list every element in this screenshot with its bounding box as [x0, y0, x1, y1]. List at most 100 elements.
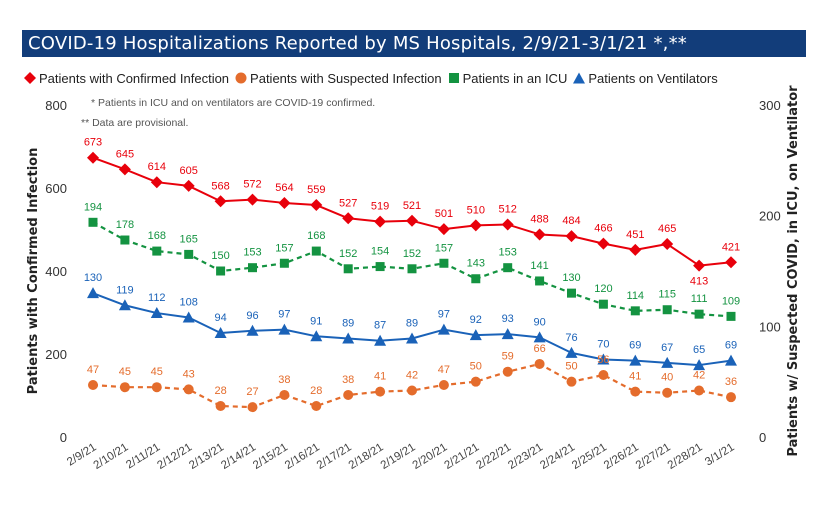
data-point [246, 324, 259, 336]
data-point [247, 402, 258, 413]
data-point [151, 382, 162, 393]
data-point [375, 386, 386, 397]
data-label: 90 [533, 316, 545, 328]
data-label: 69 [725, 340, 737, 352]
data-point [662, 387, 673, 398]
data-label: 605 [180, 165, 198, 177]
x-tick-label: 2/28/21 [666, 441, 705, 472]
data-point [693, 359, 706, 371]
data-label: 521 [403, 200, 421, 212]
data-point [725, 354, 737, 366]
data-point [535, 276, 545, 286]
data-point [88, 379, 98, 390]
data-label: 42 [406, 370, 418, 382]
data-point [343, 264, 353, 274]
x-tick-label: 3/1/21 [703, 441, 736, 468]
data-point [375, 262, 385, 272]
data-label: 194 [84, 201, 102, 213]
data-label: 94 [214, 312, 226, 324]
triangle-icon [573, 72, 586, 84]
note-1: * Patients in ICU and on ventilators are… [91, 97, 375, 109]
x-tick-label: 2/12/21 [155, 441, 194, 472]
data-point [311, 246, 321, 256]
data-point [470, 376, 481, 387]
data-label: 154 [371, 246, 389, 258]
data-label: 45 [151, 366, 163, 378]
data-label: 28 [310, 385, 322, 397]
data-point [182, 179, 195, 192]
data-label: 568 [211, 180, 229, 192]
data-point [471, 274, 481, 284]
data-point [215, 401, 226, 412]
data-point [694, 385, 705, 396]
data-point [342, 332, 355, 344]
data-point [726, 311, 736, 321]
data-label: 150 [211, 250, 229, 262]
data-label: 564 [275, 182, 293, 194]
data-label: 93 [502, 313, 514, 325]
data-label: 97 [278, 309, 290, 321]
data-label: 673 [84, 137, 102, 149]
data-point [661, 238, 674, 251]
data-label: 70 [597, 339, 609, 351]
legend-item-ventilators[interactable]: Patients on Ventilators [573, 70, 718, 86]
data-label: 96 [246, 310, 258, 322]
x-tick-label: 2/18/21 [347, 441, 386, 472]
data-point [534, 358, 545, 369]
y-tick-label: 800 [45, 98, 67, 113]
data-point [567, 288, 576, 298]
data-label: 645 [116, 148, 134, 160]
chart-title: COVID-19 Hospitalizations Reported by MS… [28, 33, 687, 54]
data-point [693, 259, 706, 272]
data-point [214, 326, 227, 338]
data-label: 40 [661, 372, 673, 384]
data-label: 59 [502, 351, 514, 363]
legend-item-confirmed[interactable]: Patients with Confirmed Infection [24, 71, 229, 86]
data-label: 466 [594, 223, 612, 235]
data-label: 512 [499, 204, 517, 216]
data-label: 28 [214, 385, 226, 397]
data-point [661, 356, 674, 368]
data-point [630, 306, 640, 316]
diamond-icon [24, 72, 36, 84]
data-label: 42 [693, 370, 705, 382]
x-tick-label: 2/23/21 [506, 441, 545, 472]
legend-item-suspected[interactable]: Patients with Suspected Infection [235, 71, 442, 86]
y-tick-label: 600 [45, 181, 67, 196]
data-label: 56 [597, 354, 609, 366]
data-label: 168 [307, 230, 325, 242]
note-2: ** Data are provisional. [81, 117, 188, 129]
x-tick-label: 2/16/21 [283, 441, 322, 472]
series-line [92, 362, 732, 409]
data-label: 38 [342, 374, 354, 386]
x-tick-label: 2/15/21 [251, 441, 290, 472]
x-tick-label: 2/27/21 [634, 441, 673, 472]
data-point [566, 376, 577, 387]
data-label: 614 [148, 161, 166, 173]
data-label: 484 [562, 215, 580, 227]
legend-item-icu[interactable]: Patients in an ICU [448, 70, 568, 86]
x-tick-label: 2/11/21 [124, 441, 162, 471]
data-label: 143 [467, 258, 485, 270]
legend-label: Patients on Ventilators [588, 70, 718, 86]
data-point [311, 401, 322, 412]
data-label: 519 [371, 201, 389, 213]
data-label: 45 [119, 366, 131, 378]
data-label: 91 [310, 315, 322, 327]
data-label: 109 [722, 295, 740, 307]
data-point [597, 353, 610, 365]
data-point [629, 243, 642, 256]
data-point [374, 334, 387, 346]
legend-label: Patients in an ICU [462, 70, 568, 86]
data-point [343, 389, 354, 400]
data-label: 153 [243, 247, 261, 259]
x-tick-label: 2/26/21 [602, 441, 641, 472]
data-label: 451 [626, 229, 644, 241]
x-tick-label: 2/10/21 [92, 441, 131, 472]
data-point [279, 258, 289, 268]
y2-tick-label: 100 [759, 319, 781, 334]
data-point [278, 323, 291, 335]
data-point [565, 230, 578, 243]
data-point [630, 386, 641, 397]
data-point [310, 330, 323, 342]
